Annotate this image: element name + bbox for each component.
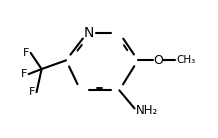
Text: NH₂: NH₂ <box>136 104 158 117</box>
Text: F: F <box>29 87 35 97</box>
Text: F: F <box>23 48 29 58</box>
Text: F: F <box>21 69 27 79</box>
Text: N: N <box>83 26 94 40</box>
Text: CH₃: CH₃ <box>177 55 196 65</box>
Text: O: O <box>153 54 163 67</box>
